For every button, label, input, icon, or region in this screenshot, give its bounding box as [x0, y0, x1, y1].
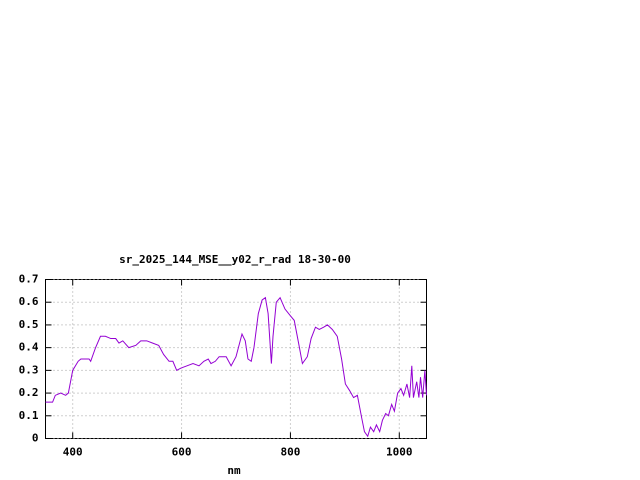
x-tick-label: 1000 — [386, 446, 413, 459]
plot-border — [45, 279, 427, 439]
y-tick-label: 0.5 — [19, 318, 39, 331]
x-axis-label: nm — [227, 464, 241, 477]
chart-title: sr_2025_144_MSE__y02_r_rad 18-30-00 — [119, 253, 351, 266]
x-tick-label: 800 — [280, 446, 300, 459]
y-tick-label: 0.2 — [19, 386, 39, 399]
x-tick-label: 400 — [63, 446, 83, 459]
data-line — [45, 296, 427, 438]
y-tick-label: 0.7 — [19, 273, 39, 286]
y-tick-label: 0.6 — [19, 295, 39, 308]
y-tick-label: 0.4 — [19, 341, 39, 354]
y-tick-label: 0.1 — [19, 409, 39, 422]
y-tick-label: 0.3 — [19, 363, 39, 376]
x-tick-label: 600 — [172, 446, 192, 459]
y-tick-label: 0 — [32, 432, 39, 445]
